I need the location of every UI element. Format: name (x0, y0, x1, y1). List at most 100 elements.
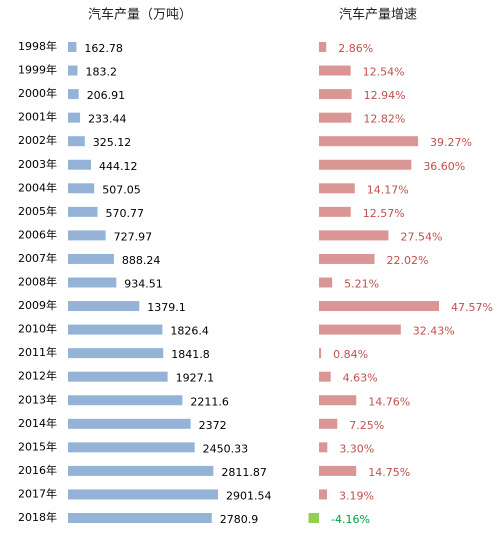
bar (68, 277, 117, 288)
bar (68, 42, 77, 52)
bar (319, 348, 322, 359)
data-label: 2811.87 (221, 466, 267, 479)
bar (68, 395, 183, 406)
y-tick-label: 2002年 (18, 133, 57, 147)
bar (68, 371, 168, 382)
bar (68, 513, 212, 523)
y-tick-label: 2003年 (18, 157, 57, 171)
bar (319, 42, 327, 52)
bar (319, 418, 338, 429)
data-label: 727.97 (114, 230, 153, 243)
data-label: 2372 (199, 419, 227, 432)
data-label: 7.25% (349, 419, 384, 432)
data-label: 32.43% (413, 325, 455, 338)
data-label: 162.78 (84, 42, 123, 55)
data-label: 2901.54 (226, 489, 272, 502)
data-label: 36.60% (423, 160, 465, 173)
data-label: 0.84% (333, 348, 368, 361)
data-label: 22.02% (387, 254, 429, 267)
bar (319, 159, 412, 170)
y-tick-label: 2010年 (18, 322, 57, 336)
chart-title: 汽车产量增速 (339, 7, 417, 23)
bar (319, 277, 333, 288)
bar (319, 395, 357, 406)
data-label: 183.2 (85, 66, 117, 79)
data-label: 12.57% (363, 207, 405, 220)
bar (319, 371, 331, 382)
bar (319, 324, 401, 335)
data-label: 1927.1 (176, 372, 215, 385)
bar (68, 301, 140, 312)
bar (319, 112, 352, 123)
bar (319, 65, 351, 76)
y-tick-label: 1999年 (18, 63, 57, 77)
bar (319, 206, 351, 217)
bar (319, 183, 355, 194)
data-label: 47.57% (451, 301, 493, 314)
data-label: -4.16% (331, 513, 370, 526)
bar (68, 65, 78, 76)
y-tick-label: 2004年 (18, 180, 57, 194)
y-tick-label: 2009年 (18, 298, 57, 312)
bar (319, 136, 419, 147)
data-label: 444.12 (99, 160, 138, 173)
data-label: 1841.8 (171, 348, 210, 361)
y-tick-label: 2013年 (18, 392, 57, 406)
data-label: 2.86% (338, 42, 373, 55)
data-label: 1826.4 (170, 325, 209, 338)
y-tick-label: 2018年 (18, 510, 57, 524)
data-label: 14.75% (368, 466, 410, 479)
data-label: 2211.6 (190, 395, 229, 408)
data-label: 888.24 (122, 254, 161, 267)
y-tick-label: 2001年 (18, 110, 57, 124)
data-label: 934.51 (124, 278, 163, 291)
y-tick-label: 2011年 (18, 345, 57, 359)
data-label: 3.19% (339, 489, 374, 502)
y-tick-label: 1998年 (18, 39, 57, 53)
data-label: 206.91 (87, 89, 126, 102)
data-label: 5.21% (344, 278, 379, 291)
y-tick-label: 2014年 (18, 416, 57, 430)
y-tick-label: 2007年 (18, 251, 57, 265)
bar (68, 136, 85, 147)
bar (319, 489, 328, 500)
y-tick-label: 2015年 (18, 439, 57, 453)
bar (68, 348, 164, 359)
chart-title: 汽车产量（万吨） (88, 7, 192, 23)
data-label: 2780.9 (220, 513, 259, 526)
bar (319, 442, 328, 453)
data-label: 2450.33 (203, 442, 249, 455)
bar (68, 418, 191, 429)
y-tick-label: 2000年 (18, 86, 57, 100)
y-tick-label: 2017年 (18, 486, 57, 500)
bar (68, 183, 95, 194)
data-label: 27.54% (400, 230, 442, 243)
y-tick-label: 2005年 (18, 204, 57, 218)
y-tick-label: 2012年 (18, 369, 57, 383)
data-label: 39.27% (430, 136, 472, 149)
data-label: 1379.1 (147, 301, 186, 314)
bar (308, 513, 319, 523)
y-tick-label: 2016年 (18, 463, 57, 477)
data-label: 233.44 (88, 113, 127, 126)
data-label: 570.77 (106, 207, 145, 220)
data-label: 507.05 (102, 183, 140, 196)
bar (68, 442, 195, 453)
bar (68, 206, 98, 217)
bar (319, 230, 389, 241)
bar (319, 89, 352, 100)
data-label: 325.12 (93, 136, 131, 149)
data-label: 12.94% (364, 89, 406, 102)
bar (68, 465, 214, 476)
bar (68, 230, 106, 241)
data-label: 12.54% (363, 66, 405, 79)
y-tick-label: 2008年 (18, 275, 57, 289)
bar (68, 253, 114, 264)
bar (68, 489, 218, 500)
data-label: 3.30% (339, 442, 374, 455)
bar (68, 89, 79, 100)
bar (68, 324, 163, 335)
data-label: 14.17% (367, 183, 409, 196)
